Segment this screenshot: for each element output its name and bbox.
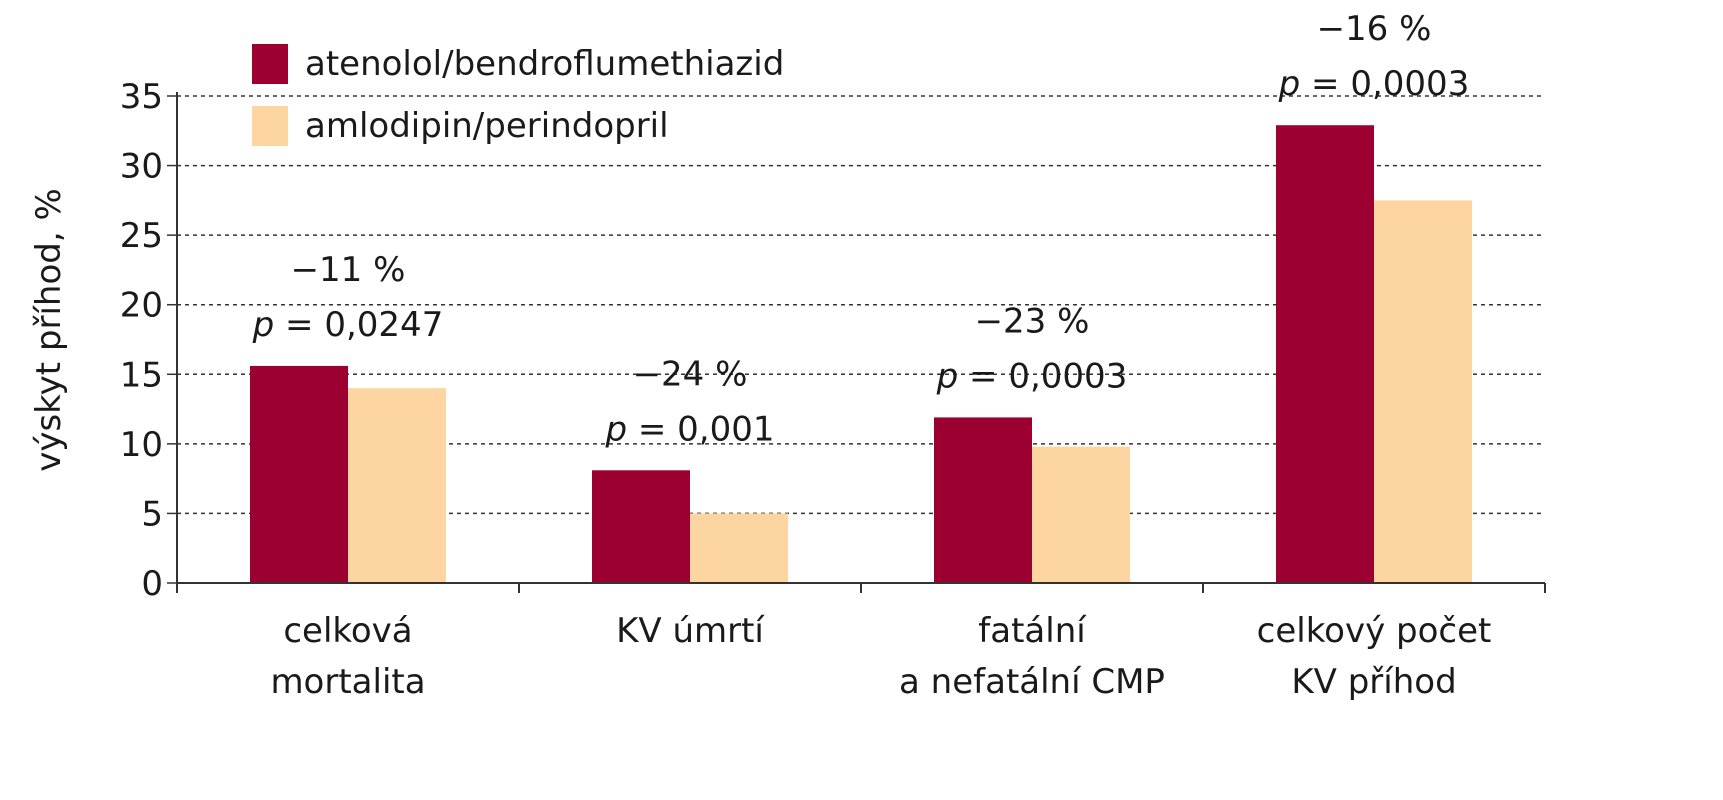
bar [934,417,1032,583]
legend-label: atenolol/bendroflumethiazid [305,44,784,84]
p-value-annotation: p = 0,0003 [936,356,1128,396]
y-tick-label: 35 [120,77,163,117]
axes [176,92,1546,593]
y-tick-label: 10 [120,425,163,465]
legend-label: amlodipin/perindopril [305,106,669,146]
x-category-labels: celková mortalita KV úmrtí fatální a nefatál… [270,611,1491,702]
bar [690,513,788,583]
x-category-label: a nefatální CMP [899,662,1165,702]
bar [348,388,446,583]
bar [592,470,690,583]
change-annotation: −11 % [291,250,406,290]
legend-swatch [252,106,288,146]
bars [250,125,1472,583]
bar [1276,125,1374,583]
x-category-label: mortalita [270,662,425,702]
y-tick-label: 25 [120,216,163,256]
y-tick-label: 30 [120,147,163,187]
legend: atenolol/bendroflumethiazid amlodipin/per… [252,44,784,146]
y-axis-label: výskyt příhod, % [29,188,69,472]
bar [250,365,348,583]
y-tick-label: 5 [141,494,163,534]
bar [1374,200,1472,583]
change-annotation: −24 % [633,354,748,394]
p-value-annotation: p = 0,001 [604,409,774,449]
y-tick-label: 20 [120,286,163,326]
y-tick-labels: 0 5 10 15 20 25 30 35 [120,77,177,604]
y-tick-label: 15 [120,355,163,395]
p-value-annotation: p = 0,0247 [252,305,444,345]
annotations: −11 % p = 0,0247 −24 % p = 0,001 −23 % p = 0,… [252,9,1470,449]
p-value-annotation: p = 0,0003 [1278,64,1470,104]
change-annotation: −16 % [1317,9,1432,49]
y-tick-label: 0 [141,564,163,604]
x-category-label: celková [283,611,412,651]
bar [1032,446,1130,583]
x-category-label: KV úmrtí [616,611,765,651]
legend-swatch [252,44,288,84]
x-category-label: celkový počet [1257,611,1492,651]
x-category-label: fatální [978,611,1087,651]
change-annotation: −23 % [975,301,1090,341]
x-category-label: KV příhod [1291,662,1456,702]
